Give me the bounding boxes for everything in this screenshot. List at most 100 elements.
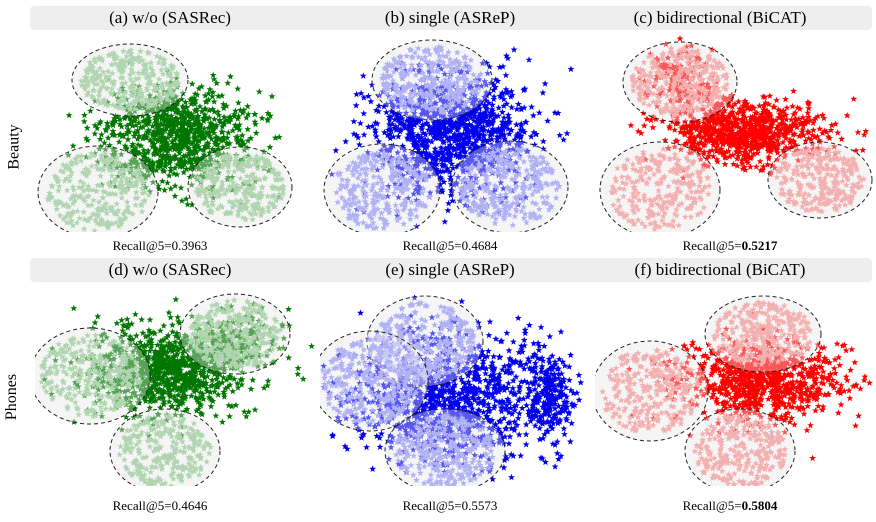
scatter-point [499,108,506,116]
scatter-point [174,132,182,140]
scatter-point [437,120,444,127]
scatter-point-cluster [397,187,405,194]
scatter-point-cluster [688,65,696,72]
scatter-point-cluster [520,190,527,197]
scatter-point-cluster [403,178,411,186]
scatter-point [765,146,772,154]
scatter-point-cluster [404,70,411,78]
scatter-point [456,114,464,122]
scatter-point-cluster [205,173,213,180]
scatter-point [515,142,523,149]
scatter-point-cluster [53,199,61,206]
scatter-point-cluster [486,189,494,196]
scatter-point-cluster [342,199,350,207]
scatter-point-cluster [97,172,104,179]
scatter-point [394,149,401,156]
scatter-point-cluster [422,57,429,65]
scatter-point [475,131,483,138]
scatter-point-cluster [402,83,410,90]
scatter-point-cluster [512,205,520,213]
scatter-point [436,180,444,188]
scatter-point-cluster [675,201,683,209]
scatter-point [151,140,158,148]
scatter-point-cluster [354,174,362,181]
scatter-point [734,135,742,143]
scatter-point [191,100,199,107]
scatter-point [544,117,552,124]
scatter-point [778,124,786,132]
scatter-point-cluster [709,64,717,71]
scatter-point-cluster [425,193,433,201]
scatter-point-cluster [104,102,112,109]
scatter-point [192,133,199,141]
scatter-point-cluster [408,98,416,106]
scatter-point [448,160,456,167]
scatter-point-cluster [539,165,546,173]
scatter-point-cluster [101,158,109,166]
scatter-point [478,82,485,90]
scatter-point [823,147,831,155]
scatter-point [736,105,744,112]
scatter-point-cluster [89,86,97,94]
scatter-point [125,108,133,115]
scatter-point [693,53,701,61]
scatter-point-cluster [274,169,282,176]
scatter-point [672,120,680,127]
scatter-point-cluster [241,178,249,185]
scatter-point [382,146,390,154]
scatter-point [434,188,442,195]
scatter-point [140,153,148,161]
scatter-point [153,113,160,121]
scatter-point [748,127,756,134]
scatter-point-cluster [674,184,681,192]
scatter-point [693,126,701,133]
scatter-point [718,101,726,109]
scatter-point [433,117,441,124]
scatter-point [739,112,747,119]
scatter-point-cluster [525,171,532,178]
scatter-point [666,124,673,131]
scatter-point-cluster [250,191,258,199]
scatter-point-cluster [523,166,531,174]
scatter-point [777,119,785,127]
scatter-point [413,162,421,169]
scatter-point-cluster [365,211,373,218]
scatter-point [556,131,564,139]
scatter-point [116,120,124,128]
cluster-ellipse-outline [371,39,493,121]
scatter-point [432,99,440,106]
scatter-point-cluster [536,213,544,221]
scatter-point-cluster [88,92,96,100]
scatter-point-cluster [411,49,419,56]
scatter-point-cluster [412,83,420,90]
scatter-point [167,167,174,175]
scatter-point-cluster [508,175,516,183]
scatter-point-cluster [707,62,715,69]
scatter-point-cluster [407,177,414,185]
scatter-point-cluster [406,215,414,222]
scatter-point-cluster [511,194,519,201]
scatter-point-cluster [497,173,505,181]
scatter-point [212,164,220,171]
scatter-point [760,106,768,114]
scatter-point [420,87,428,95]
scatter-point-cluster [655,97,663,105]
scatter-point [751,123,758,131]
scatter-point [850,95,858,102]
scatter-point [134,141,142,148]
scatter-point-cluster [677,102,685,109]
scatter-point [152,119,160,126]
scatter-point [122,145,130,153]
scatter-point [145,162,153,169]
scatter-point [169,140,177,147]
scatter-point [445,199,453,207]
scatter-point [689,140,697,148]
scatter-point [463,104,471,112]
scatter-point-cluster [97,205,105,212]
scatter-point [454,141,461,148]
scatter-point [372,106,380,114]
scatter-point [387,143,395,150]
scatter-point-cluster [230,168,238,175]
scatter-point-cluster [648,157,656,164]
scatter-point [502,193,510,201]
